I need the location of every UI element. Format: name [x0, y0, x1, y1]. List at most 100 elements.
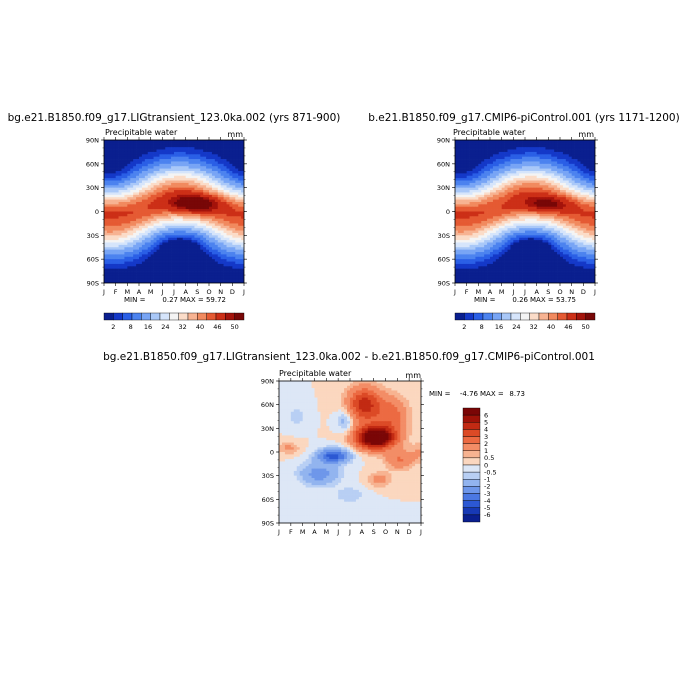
heatmap-cell [504, 201, 508, 205]
heatmap-cell [226, 151, 230, 155]
heatmap-cell [171, 275, 175, 279]
heatmap-cell [530, 201, 535, 205]
heatmap-cell [194, 197, 198, 200]
heatmap-cell [545, 166, 549, 169]
heatmap-cell [174, 161, 178, 165]
heatmap-cell [106, 228, 111, 231]
heatmap-cell [112, 163, 117, 167]
heatmap-cell [472, 156, 476, 160]
heatmap-cell [525, 140, 529, 143]
heatmap-cell [159, 166, 163, 169]
heatmap-cell [232, 280, 236, 283]
heatmap-cell [191, 268, 195, 272]
heatmap-cell [141, 223, 146, 227]
heatmap-cell [165, 237, 169, 241]
heatmap-cell [147, 275, 152, 279]
heatmap-cell [577, 161, 581, 165]
heatmap-cell [179, 254, 184, 258]
heatmap-cell [510, 228, 514, 231]
heatmap-cell [501, 190, 505, 193]
heatmap-cell [159, 263, 163, 267]
heatmap-cell [527, 166, 532, 169]
heatmap-cell [171, 154, 175, 158]
heatmap-cell [176, 192, 181, 196]
heatmap-cell [565, 228, 570, 231]
heatmap-cell [495, 228, 500, 231]
heatmap-cell [156, 235, 160, 239]
heatmap-cell [130, 140, 134, 143]
heatmap-cell [592, 151, 595, 155]
heatmap-cell [536, 144, 540, 148]
heatmap-cell [206, 216, 210, 219]
heatmap-cell [229, 216, 233, 219]
heatmap-cell [182, 182, 187, 186]
heatmap-cell [232, 266, 236, 270]
heatmap-cell [214, 232, 219, 236]
heatmap-cell [115, 232, 119, 236]
heatmap-cell [139, 185, 143, 189]
heatmap-cell [185, 273, 189, 277]
heatmap-cell [214, 235, 219, 239]
heatmap-cell [466, 187, 470, 191]
heatmap-cell [522, 161, 526, 165]
heatmap-cell [179, 225, 184, 229]
heatmap-cell [586, 154, 590, 158]
heatmap-cell [203, 161, 207, 165]
heatmap-cell [560, 151, 564, 155]
heatmap-cell [542, 218, 546, 222]
heatmap-cell [519, 163, 523, 167]
heatmap-cell [481, 223, 485, 227]
heatmap-cell [484, 232, 488, 236]
heatmap-cell [516, 192, 520, 196]
heatmap-cell [200, 263, 204, 267]
heatmap-cell [106, 230, 111, 234]
heatmap-cell [562, 232, 567, 236]
heatmap-cell [463, 213, 468, 217]
heatmap-cell [147, 261, 152, 265]
heatmap-cell [197, 204, 201, 208]
heatmap-cell [182, 166, 187, 169]
heatmap-cell [150, 204, 154, 208]
heatmap-cell [194, 154, 198, 158]
heatmap-cell [551, 166, 555, 169]
heatmap-cell [241, 170, 244, 174]
heatmap-cell [179, 235, 184, 239]
heatmap-cell [229, 149, 233, 153]
heatmap-cell [510, 163, 514, 167]
heatmap-cell [574, 168, 578, 172]
heatmap-cell [159, 266, 163, 270]
heatmap-cell [150, 151, 154, 155]
heatmap-cell [469, 156, 473, 160]
heatmap-cell [182, 142, 187, 146]
heatmap-cell [174, 192, 178, 196]
heatmap-cell [203, 259, 207, 262]
heatmap-cell [565, 178, 570, 181]
heatmap-cell [144, 168, 149, 172]
heatmap-cell [241, 201, 244, 205]
heatmap-cell [460, 218, 465, 222]
heatmap-cell [469, 187, 473, 191]
heatmap-cell [176, 263, 181, 267]
heatmap-cell [136, 216, 140, 219]
heatmap-cell [229, 259, 233, 262]
heatmap-cell [127, 178, 131, 181]
heatmap-cell [115, 261, 119, 265]
heatmap-cell [542, 180, 546, 184]
heatmap-cell [194, 240, 198, 243]
heatmap-cell [492, 232, 497, 236]
heatmap-cell [200, 180, 204, 184]
heatmap-cell [182, 213, 187, 217]
heatmap-cell [557, 197, 561, 200]
heatmap-cell [121, 180, 125, 184]
heatmap-cell [522, 173, 526, 177]
heatmap-cell [176, 223, 181, 227]
heatmap-cell [510, 230, 514, 234]
heatmap-cell [568, 175, 573, 179]
heatmap-cell [557, 151, 561, 155]
heatmap-cell [168, 182, 172, 186]
heatmap-cell [513, 149, 517, 153]
heatmap-cell [136, 221, 140, 224]
heatmap-cell [568, 185, 573, 189]
heatmap-cell [235, 259, 239, 262]
heatmap-cell [203, 225, 207, 229]
